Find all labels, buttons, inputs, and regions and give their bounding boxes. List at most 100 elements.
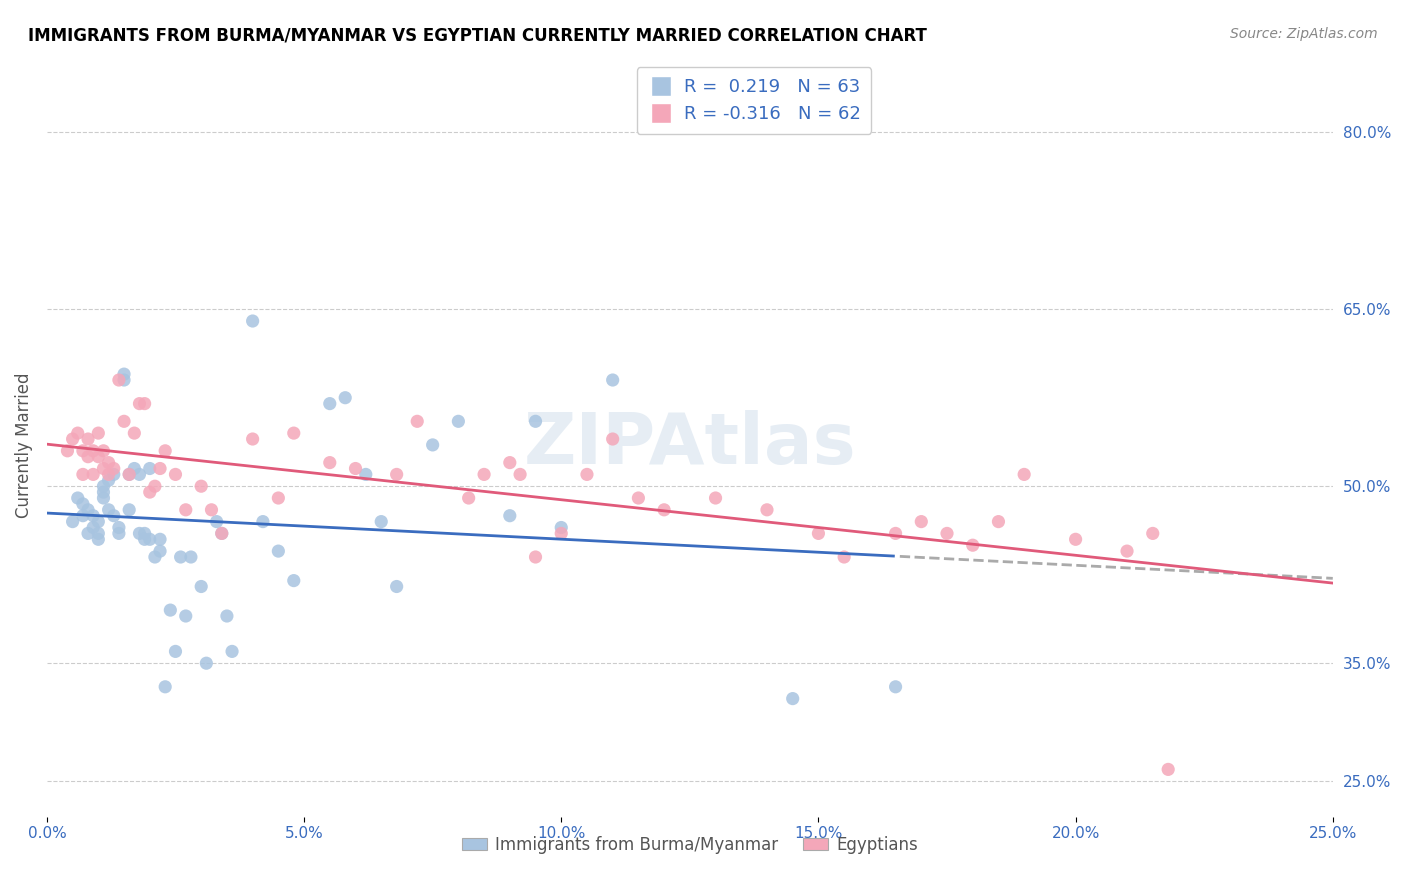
Point bbox=[370, 515, 392, 529]
Point bbox=[354, 467, 377, 482]
Point bbox=[319, 456, 342, 470]
Point bbox=[134, 533, 156, 547]
Point bbox=[118, 467, 141, 482]
Point bbox=[143, 549, 166, 564]
Point bbox=[124, 426, 146, 441]
Point bbox=[1064, 533, 1087, 547]
Text: IMMIGRANTS FROM BURMA/MYANMAR VS EGYPTIAN CURRENTLY MARRIED CORRELATION CHART: IMMIGRANTS FROM BURMA/MYANMAR VS EGYPTIA… bbox=[28, 27, 927, 45]
Point bbox=[153, 680, 176, 694]
Point bbox=[499, 456, 522, 470]
Point bbox=[756, 503, 779, 517]
Point bbox=[1142, 526, 1164, 541]
Point bbox=[627, 491, 650, 505]
Point bbox=[128, 467, 150, 482]
Point bbox=[93, 485, 115, 500]
Point bbox=[87, 450, 110, 464]
Point bbox=[77, 503, 100, 517]
Point bbox=[124, 461, 146, 475]
Point bbox=[112, 414, 135, 428]
Point bbox=[139, 461, 162, 475]
Point bbox=[509, 467, 531, 482]
Point bbox=[385, 467, 408, 482]
Point bbox=[77, 432, 100, 446]
Point bbox=[422, 438, 444, 452]
Point bbox=[62, 515, 84, 529]
Point bbox=[103, 467, 125, 482]
Point bbox=[447, 414, 470, 428]
Point bbox=[66, 491, 89, 505]
Point bbox=[1157, 763, 1180, 777]
Point bbox=[457, 491, 479, 505]
Point bbox=[215, 609, 238, 624]
Point bbox=[108, 526, 131, 541]
Point bbox=[406, 414, 429, 428]
Point bbox=[910, 515, 932, 529]
Y-axis label: Currently Married: Currently Married bbox=[15, 372, 32, 517]
Point bbox=[103, 508, 125, 523]
Point bbox=[652, 503, 675, 517]
Point bbox=[283, 574, 305, 588]
Point bbox=[575, 467, 598, 482]
Text: ZIPAtlas: ZIPAtlas bbox=[523, 410, 856, 479]
Point bbox=[118, 503, 141, 517]
Point bbox=[344, 461, 367, 475]
Point bbox=[149, 461, 172, 475]
Point bbox=[169, 549, 191, 564]
Point bbox=[283, 426, 305, 441]
Point bbox=[550, 526, 572, 541]
Point bbox=[174, 503, 197, 517]
Point bbox=[139, 485, 162, 500]
Legend: R =  0.219   N = 63, R = -0.316   N = 62: R = 0.219 N = 63, R = -0.316 N = 62 bbox=[637, 68, 872, 134]
Point bbox=[472, 467, 495, 482]
Point bbox=[385, 580, 408, 594]
Point bbox=[139, 533, 162, 547]
Point bbox=[159, 603, 181, 617]
Point bbox=[112, 373, 135, 387]
Point bbox=[884, 526, 907, 541]
Point bbox=[524, 414, 547, 428]
Point bbox=[108, 520, 131, 534]
Point bbox=[195, 657, 218, 671]
Point bbox=[103, 461, 125, 475]
Point bbox=[524, 549, 547, 564]
Point bbox=[118, 467, 141, 482]
Point bbox=[987, 515, 1010, 529]
Point bbox=[93, 479, 115, 493]
Point bbox=[149, 544, 172, 558]
Point bbox=[56, 443, 79, 458]
Point bbox=[319, 396, 342, 410]
Point bbox=[97, 473, 120, 487]
Point bbox=[267, 544, 290, 558]
Point bbox=[72, 508, 94, 523]
Point bbox=[205, 515, 228, 529]
Point bbox=[832, 549, 855, 564]
Point bbox=[211, 526, 233, 541]
Point bbox=[112, 367, 135, 381]
Point bbox=[807, 526, 830, 541]
Point bbox=[128, 396, 150, 410]
Point bbox=[82, 443, 104, 458]
Point bbox=[174, 609, 197, 624]
Point bbox=[87, 526, 110, 541]
Point bbox=[93, 461, 115, 475]
Point bbox=[82, 520, 104, 534]
Point bbox=[267, 491, 290, 505]
Point bbox=[93, 443, 115, 458]
Point bbox=[962, 538, 984, 552]
Point bbox=[97, 467, 120, 482]
Point bbox=[1012, 467, 1035, 482]
Point bbox=[704, 491, 727, 505]
Point bbox=[72, 443, 94, 458]
Point bbox=[72, 497, 94, 511]
Point bbox=[200, 503, 222, 517]
Point bbox=[499, 508, 522, 523]
Point bbox=[134, 396, 156, 410]
Point bbox=[66, 426, 89, 441]
Point bbox=[165, 644, 187, 658]
Point bbox=[190, 479, 212, 493]
Point bbox=[97, 456, 120, 470]
Point bbox=[221, 644, 243, 658]
Point bbox=[153, 443, 176, 458]
Point bbox=[82, 508, 104, 523]
Point bbox=[242, 314, 264, 328]
